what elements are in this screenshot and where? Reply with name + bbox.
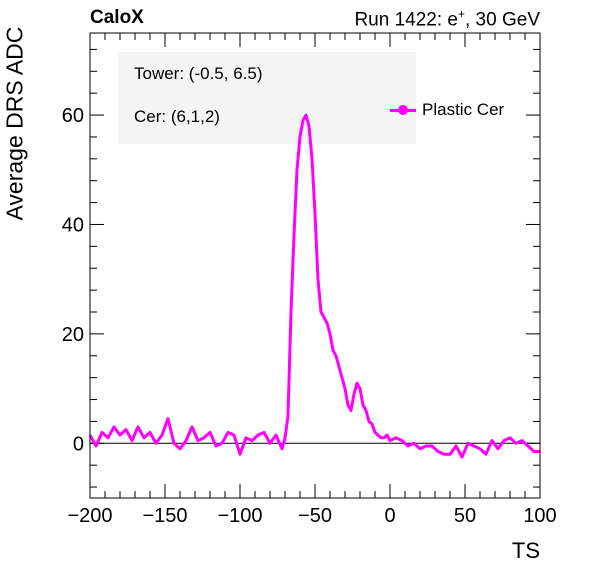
y-axis-label: Average DRS ADC (1, 26, 28, 221)
experiment-label: CaloX (90, 7, 144, 28)
legend-marker-icon (390, 104, 416, 116)
x-tick-label: 50 (454, 505, 476, 527)
y-tick-label: 40 (62, 214, 84, 236)
x-tick-label: −50 (298, 505, 332, 527)
y-tick-label: 60 (62, 105, 84, 127)
x-axis-label: TS (511, 538, 540, 563)
annotation-box (118, 52, 416, 144)
legend: Plastic Cer (390, 100, 504, 120)
x-tick-label: −200 (67, 505, 112, 527)
y-tick-label: 20 (62, 324, 84, 346)
tower-annotation: Tower: (-0.5, 6.5) (134, 64, 263, 83)
plot-frame (89, 32, 541, 499)
tick-labels: −200 −150 −100 −50 0 50 100 0 20 40 60 (62, 105, 557, 527)
series-line-plastic-cer (88, 113, 540, 459)
x-tick-label: −150 (142, 505, 187, 527)
x-tick-label: −100 (217, 505, 262, 527)
run-label: Run 1422: e+, 30 GeV (354, 7, 540, 31)
legend-label: Plastic Cer (422, 100, 505, 119)
y-tick-label: 0 (73, 433, 84, 455)
x-tick-label: 100 (523, 505, 556, 527)
run-label-prefix: Run 1422: e (354, 9, 458, 31)
run-label-suffix: , 30 GeV (465, 9, 540, 31)
x-tick-label: 0 (384, 505, 395, 527)
run-label-sup: + (457, 7, 465, 21)
cer-annotation: Cer: (6,1,2) (134, 107, 220, 126)
